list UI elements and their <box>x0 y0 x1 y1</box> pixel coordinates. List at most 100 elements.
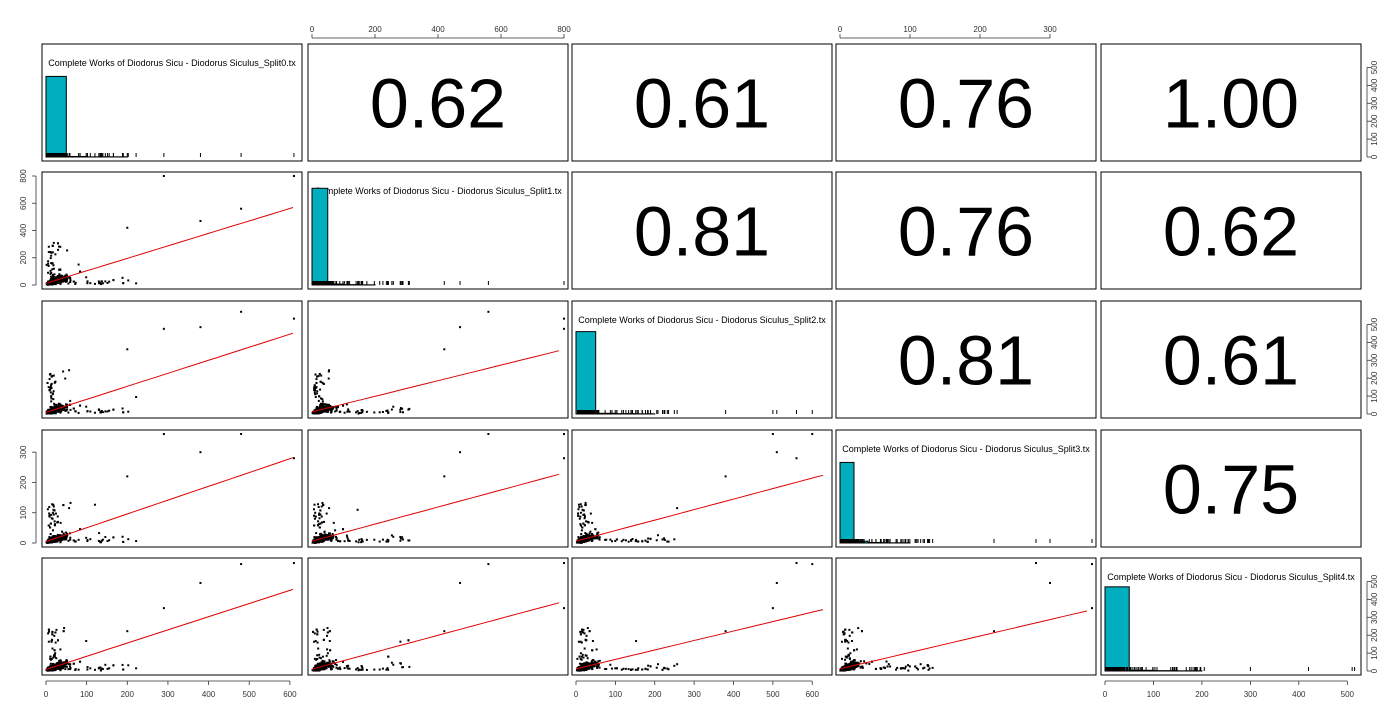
scatter-point <box>77 411 80 414</box>
scatter-point <box>62 277 65 280</box>
scatter-point <box>563 327 565 330</box>
scatter-point <box>52 390 55 393</box>
scatter-point <box>57 403 60 406</box>
scatter-point <box>59 280 62 283</box>
scatter-point <box>315 392 318 395</box>
scatter-point <box>316 390 319 393</box>
scatter-point <box>62 370 65 373</box>
panel-frame <box>41 43 303 162</box>
panel-r0-c1: 0.62 <box>307 43 569 162</box>
scatter-point <box>47 264 50 267</box>
scatter-point <box>48 378 51 381</box>
scatter-point <box>339 410 342 413</box>
scatter-point <box>51 511 54 514</box>
scatter-point <box>60 537 63 540</box>
scatter-point <box>65 277 68 280</box>
panel-r2-c0 <box>41 300 303 419</box>
scatter-point <box>122 282 125 285</box>
scatter-point <box>314 387 317 390</box>
scatter-point <box>53 405 56 408</box>
scatter-point <box>68 507 71 510</box>
scatter-point <box>240 207 243 210</box>
scatter-point <box>52 274 55 277</box>
scatter-point <box>58 268 61 271</box>
correlation-value: 0.62 <box>370 65 506 143</box>
scatter-point <box>61 274 64 277</box>
scatter-point <box>104 536 107 539</box>
panel-frame <box>307 43 569 162</box>
scatter-point <box>50 275 53 278</box>
scatter-point <box>318 407 321 410</box>
diagonal-variable-label: Complete Works of Diodorus Sicu - Diodor… <box>48 58 296 68</box>
correlation-value: 0.76 <box>898 193 1034 271</box>
panel-r3-c0 <box>41 429 303 548</box>
scatter-point <box>50 405 53 408</box>
scatter-point <box>51 268 54 271</box>
scatter-point <box>53 523 56 526</box>
scatter-point <box>59 274 62 277</box>
panel-r0-c2: 0.61 <box>571 43 833 162</box>
scatter-point <box>319 388 322 391</box>
scatter-point <box>401 407 404 410</box>
scatter-point <box>62 279 65 282</box>
scatter-point <box>58 534 61 537</box>
scatter-point <box>162 175 165 177</box>
scatter-point <box>64 409 67 412</box>
scatter-point <box>48 506 51 509</box>
scatter-point <box>49 272 52 275</box>
scatter-point <box>69 538 72 541</box>
scatter-point <box>59 541 62 544</box>
correlation-value: 1.00 <box>1163 65 1299 143</box>
scatter-point <box>57 248 60 251</box>
diagonal-variable-label: Complete Works of Diodorus Sicu - Diodor… <box>314 186 562 196</box>
scatter-point <box>74 282 77 285</box>
scatter-point <box>69 277 72 280</box>
scatter-point <box>318 372 321 375</box>
scatter-point <box>99 411 102 414</box>
scatter-point <box>365 410 368 413</box>
scatter-point <box>57 275 60 278</box>
scatter-point <box>69 536 72 539</box>
scatter-point <box>343 411 346 414</box>
panel-r2-c3: 0.81 <box>835 300 1097 419</box>
scatter-point <box>324 408 327 411</box>
scatter-point <box>563 317 565 320</box>
scatter-point <box>121 535 124 538</box>
scatter-point <box>99 283 102 286</box>
scatter-point <box>93 503 96 506</box>
scatter-point <box>54 412 57 415</box>
scatter-point <box>101 282 104 285</box>
scatter-point <box>314 389 317 392</box>
scatter-point <box>48 389 51 392</box>
scatter-point <box>330 411 333 414</box>
scatter-point <box>313 411 316 414</box>
correlation-value: 0.81 <box>898 322 1034 400</box>
scatter-point <box>127 538 130 541</box>
scatter-point <box>108 409 111 412</box>
scatter-point <box>64 274 67 277</box>
scatter-point <box>93 282 96 285</box>
scatter-point <box>318 395 321 398</box>
scatter-point <box>54 281 57 284</box>
scatter-point <box>407 408 410 411</box>
scatter-point <box>326 403 329 406</box>
panel-r2-c2: Complete Works of Diodorus Sicu - Diodor… <box>571 300 833 419</box>
scatter-point <box>77 538 80 541</box>
scatter-point <box>52 267 55 270</box>
scatter-point <box>319 409 322 412</box>
scatter-point <box>50 384 53 387</box>
scatter-point <box>54 512 57 515</box>
scatter-point <box>399 407 402 410</box>
scatter-point <box>51 283 54 286</box>
scatter-point <box>327 406 330 409</box>
scatter-point <box>399 411 402 414</box>
scatter-point <box>85 405 88 408</box>
scatter-point <box>74 410 77 413</box>
scatter-point <box>49 251 52 254</box>
scatter-point <box>330 408 333 411</box>
histogram-bar <box>575 331 597 415</box>
scatter-point <box>74 540 77 543</box>
scatter-point <box>79 270 82 273</box>
panel-r0-c0: Complete Works of Diodorus Sicu - Diodor… <box>41 43 303 162</box>
scatter-point <box>315 409 318 412</box>
